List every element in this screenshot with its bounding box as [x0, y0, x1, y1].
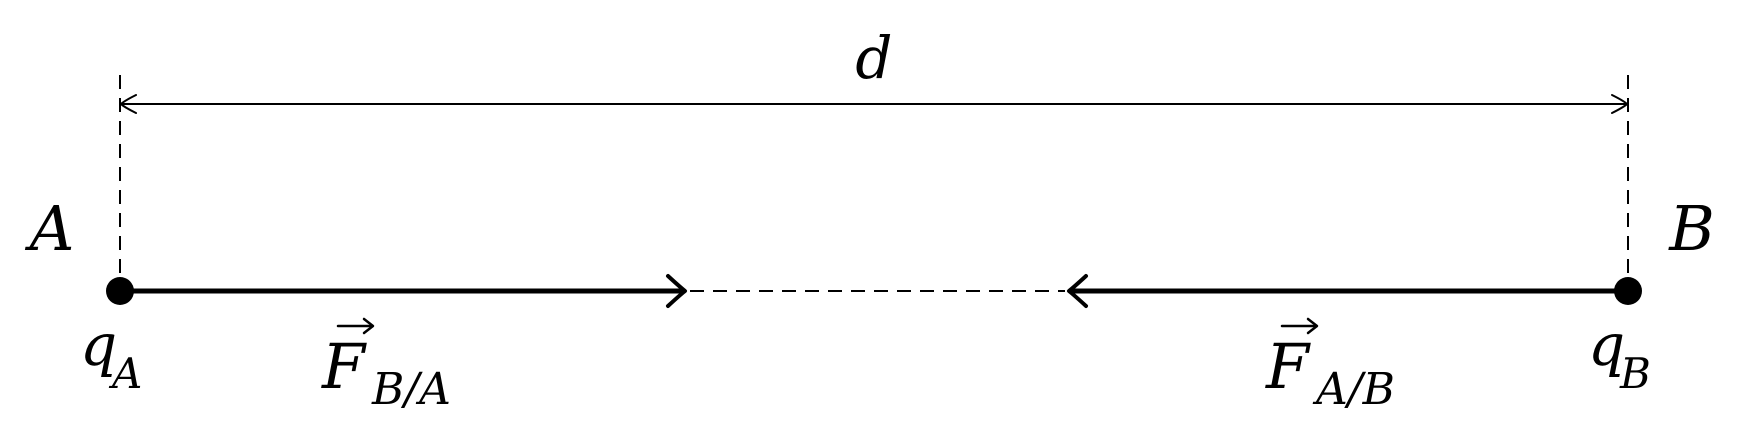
distance-dimension-line — [120, 94, 1628, 114]
force-b-on-a-base: F — [321, 330, 367, 403]
vector-arrow-icon — [1280, 317, 1319, 335]
point-a-label: A — [25, 192, 75, 265]
charge-point-b — [1614, 277, 1642, 305]
charge-a-base: q — [80, 311, 117, 379]
charge-b-subscript: B — [1619, 349, 1651, 398]
charge-label-a: q A — [80, 311, 142, 398]
force-b-on-a-subscript: B/A — [371, 364, 451, 415]
force-a-on-b-subscript: A/B — [1312, 364, 1395, 415]
distance-label: d — [855, 24, 892, 92]
force-a-on-b-base: F — [1265, 330, 1311, 403]
point-b-label: B — [1668, 192, 1715, 265]
force-label-a-on-b: F A/B — [1265, 317, 1395, 415]
force-arrow-b-on-a — [117, 274, 687, 308]
charge-label-b: q B — [1588, 311, 1651, 398]
vector-arrow-icon — [336, 317, 375, 335]
charge-a-subscript: A — [108, 349, 142, 398]
charge-b-base: q — [1588, 311, 1625, 379]
force-arrow-a-on-b — [1067, 274, 1631, 308]
charge-point-a — [106, 277, 134, 305]
force-label-b-on-a: F B/A — [321, 317, 451, 415]
